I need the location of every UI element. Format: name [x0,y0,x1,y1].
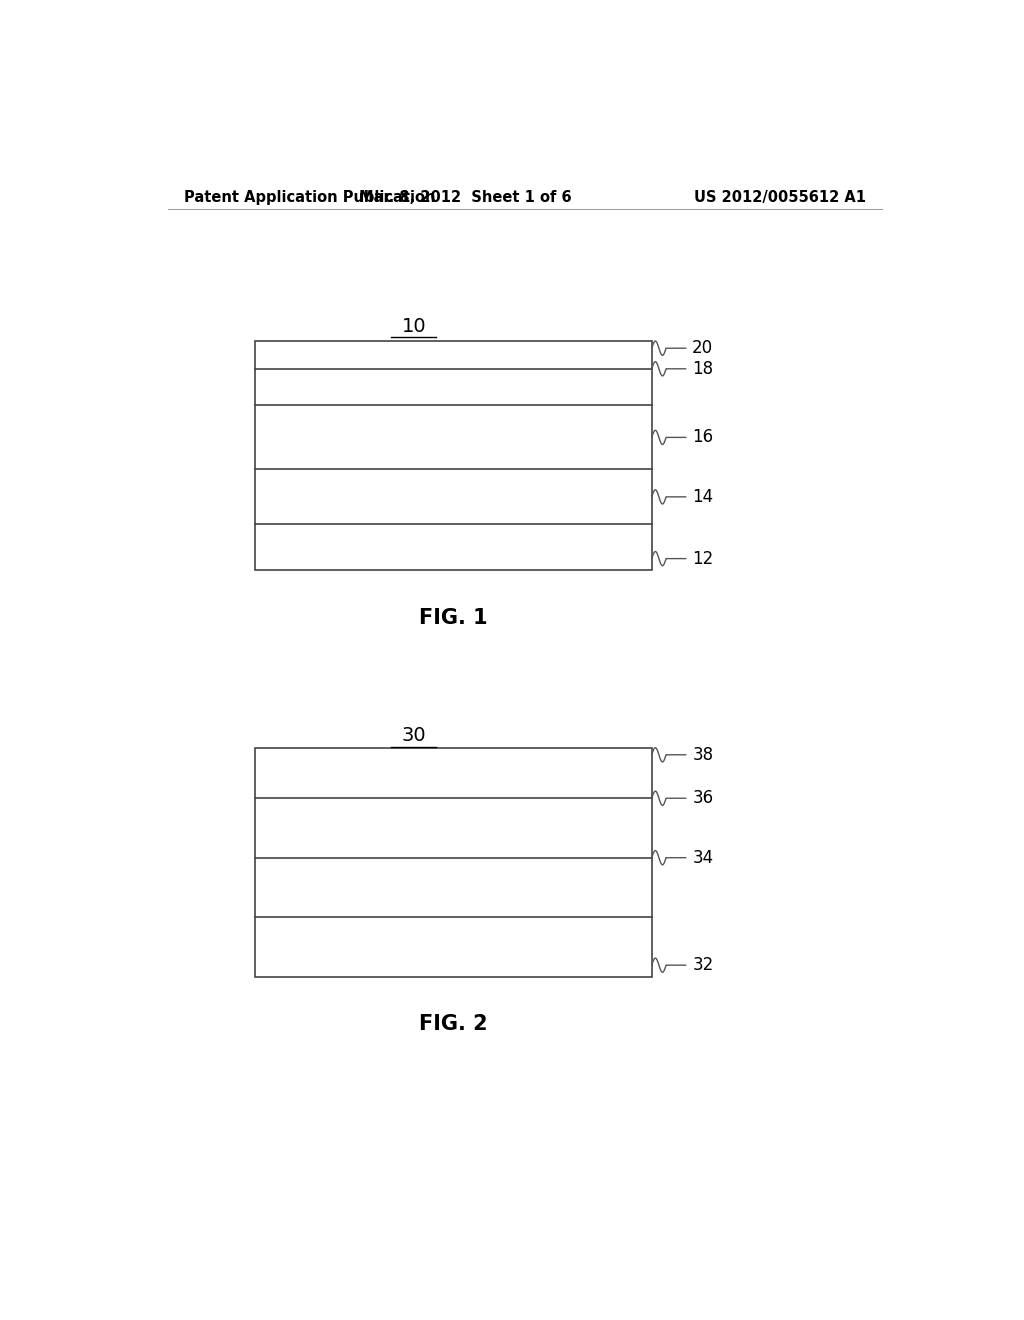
Text: 38: 38 [692,746,714,764]
Text: 14: 14 [692,488,714,506]
Text: 20: 20 [692,339,714,358]
Bar [255,342,652,570]
Text: FIG. 1: FIG. 1 [419,607,487,628]
Text: 10: 10 [401,317,426,335]
Text: 36: 36 [692,789,714,808]
Text: 32: 32 [692,956,714,974]
Text: 30: 30 [401,726,426,746]
Text: 16: 16 [692,429,714,446]
Text: Patent Application Publication: Patent Application Publication [183,190,435,205]
Text: 18: 18 [692,360,714,378]
Text: US 2012/0055612 A1: US 2012/0055612 A1 [694,190,866,205]
Text: FIG. 2: FIG. 2 [419,1014,487,1035]
Text: Mar. 8, 2012  Sheet 1 of 6: Mar. 8, 2012 Sheet 1 of 6 [359,190,571,205]
Text: 34: 34 [692,849,714,867]
Bar [255,748,652,977]
Text: 12: 12 [692,549,714,568]
